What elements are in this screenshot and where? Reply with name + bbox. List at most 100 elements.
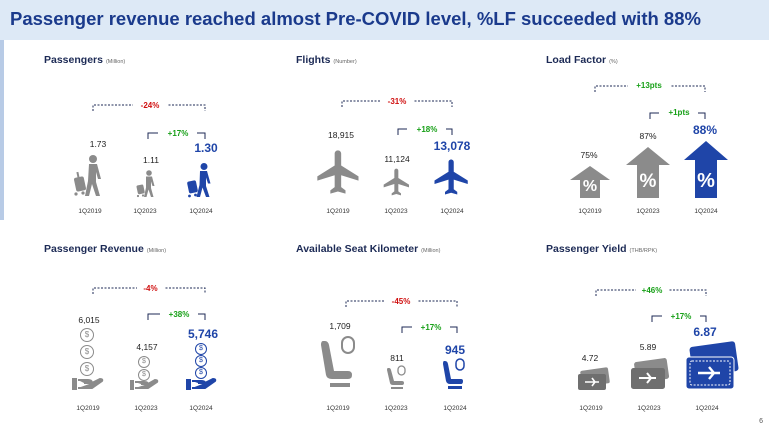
panel-title-text: Available Seat Kilometer bbox=[296, 243, 419, 255]
quarter-label: 1Q2019 bbox=[579, 405, 603, 412]
change-long: -45% bbox=[385, 297, 417, 306]
change-long: -4% bbox=[137, 284, 164, 293]
value-1q2019: 75% bbox=[580, 150, 598, 160]
airplane-icon bbox=[434, 159, 468, 195]
quarter-label: 1Q2024 bbox=[440, 208, 464, 215]
quarter-label: 1Q2024 bbox=[695, 405, 719, 412]
coins-hand-icon: $ $ $ bbox=[186, 343, 218, 390]
change-short: +1pts bbox=[660, 108, 698, 117]
change-long: -24% bbox=[133, 101, 167, 110]
value-1q2019: 18,915 bbox=[328, 130, 354, 140]
hand-icon bbox=[72, 377, 104, 390]
value-1q2024: 6.87 bbox=[693, 325, 717, 339]
header-banner: Passenger revenue reached almost Pre-COV… bbox=[0, 0, 769, 40]
value-1q2019: 6,015 bbox=[78, 315, 100, 325]
flight-ticket-icon bbox=[685, 341, 739, 390]
quarter-label: 1Q2019 bbox=[326, 405, 350, 412]
coin: $ bbox=[80, 328, 94, 342]
value-1q2019: 1.73 bbox=[89, 139, 107, 149]
panel-title-text: Passenger Revenue bbox=[44, 243, 144, 255]
quarter-label: 1Q2019 bbox=[76, 405, 100, 412]
value-1q2024: 13,078 bbox=[433, 139, 471, 153]
change-short: +17% bbox=[412, 323, 450, 332]
quarter-label: 1Q2023 bbox=[384, 208, 408, 215]
value-1q2024: 945 bbox=[444, 343, 466, 357]
airplane-icon bbox=[383, 168, 409, 196]
walking-traveler-icon bbox=[187, 163, 211, 198]
coins-hand-icon: $ $ $ bbox=[72, 328, 104, 390]
page-title: Passenger revenue reached almost Pre-COV… bbox=[10, 8, 701, 29]
panel-title-text: Passengers bbox=[44, 54, 103, 66]
value-1q2023: 11,124 bbox=[384, 154, 410, 164]
percent-arrow-icon: % bbox=[570, 166, 610, 198]
flight-ticket-icon bbox=[631, 358, 670, 389]
airplane-icon bbox=[317, 150, 359, 194]
value-1q2023: 87% bbox=[639, 131, 657, 141]
value-1q2024: 88% bbox=[692, 123, 718, 137]
coin: $ bbox=[80, 345, 94, 359]
walking-traveler-icon bbox=[136, 170, 155, 198]
quarter-label: 1Q2023 bbox=[133, 208, 157, 215]
airplane-seat-icon bbox=[387, 365, 406, 389]
quarter-label: 1Q2023 bbox=[134, 405, 158, 412]
left-accent-bar bbox=[0, 40, 4, 220]
quarter-label: 1Q2024 bbox=[694, 208, 718, 215]
quarter-label: 1Q2023 bbox=[636, 208, 660, 215]
quarter-label: 1Q2019 bbox=[578, 208, 602, 215]
quarter-label: 1Q2024 bbox=[443, 405, 467, 412]
value-1q2024: 5,746 bbox=[187, 327, 219, 341]
walking-traveler-icon bbox=[74, 155, 101, 196]
panel-title-text: Flights bbox=[296, 54, 331, 66]
value-1q2019: 1,709 bbox=[329, 321, 351, 331]
percent-arrow-icon: % bbox=[626, 147, 670, 198]
flight-ticket-icon bbox=[578, 367, 610, 390]
change-short: +17% bbox=[662, 312, 700, 321]
airplane-seat-icon bbox=[443, 358, 465, 389]
airplane-seat-icon bbox=[321, 336, 355, 387]
change-short: +17% bbox=[159, 129, 197, 138]
panel-title: Available Seat Kilometer (Million) bbox=[296, 243, 440, 255]
coin: $ bbox=[195, 355, 207, 367]
page-number: 6 bbox=[759, 418, 763, 425]
quarter-label: 1Q2019 bbox=[78, 208, 102, 215]
hand-icon bbox=[130, 378, 159, 390]
panel-title: Passenger Revenue (Million) bbox=[44, 243, 166, 255]
panel-unit: (THB/RPK) bbox=[629, 248, 658, 254]
value-1q2024: 1.30 bbox=[194, 141, 218, 155]
panel-title: Flights (Number) bbox=[296, 54, 357, 66]
coins-hand-icon: $ $ bbox=[130, 356, 162, 390]
coin: $ bbox=[80, 362, 94, 376]
percent-arrow-icon: % bbox=[684, 141, 728, 198]
percent-glyph: % bbox=[582, 178, 598, 195]
coin: $ bbox=[138, 356, 150, 368]
value-1q2023: 5.89 bbox=[639, 342, 657, 352]
panel-title: Passengers (Million) bbox=[44, 54, 125, 66]
panel-unit: (%) bbox=[609, 59, 618, 65]
percent-glyph: % bbox=[697, 170, 715, 192]
percent-glyph: % bbox=[639, 171, 657, 192]
change-long: -31% bbox=[381, 97, 413, 106]
value-1q2023: 811 bbox=[390, 353, 404, 363]
change-long: +46% bbox=[636, 286, 668, 295]
value-1q2019: 4.72 bbox=[581, 353, 599, 363]
panel-unit: (Million) bbox=[146, 248, 167, 254]
panel-unit: (Number) bbox=[333, 59, 357, 65]
coin: $ bbox=[195, 367, 207, 379]
panel-unit: (Million) bbox=[421, 248, 441, 254]
change-short: +38% bbox=[160, 310, 198, 319]
coin: $ bbox=[138, 369, 150, 381]
quarter-label: 1Q2023 bbox=[384, 405, 408, 412]
panel-title-text: Load Factor bbox=[546, 54, 607, 66]
hand-icon bbox=[186, 377, 217, 390]
panel-unit: (Million) bbox=[105, 59, 126, 65]
quarter-label: 1Q2019 bbox=[326, 208, 350, 215]
panel-title-text: Passenger Yield bbox=[546, 243, 627, 255]
value-1q2023: 4,157 bbox=[136, 342, 158, 352]
panel-title: Load Factor (%) bbox=[546, 54, 618, 66]
